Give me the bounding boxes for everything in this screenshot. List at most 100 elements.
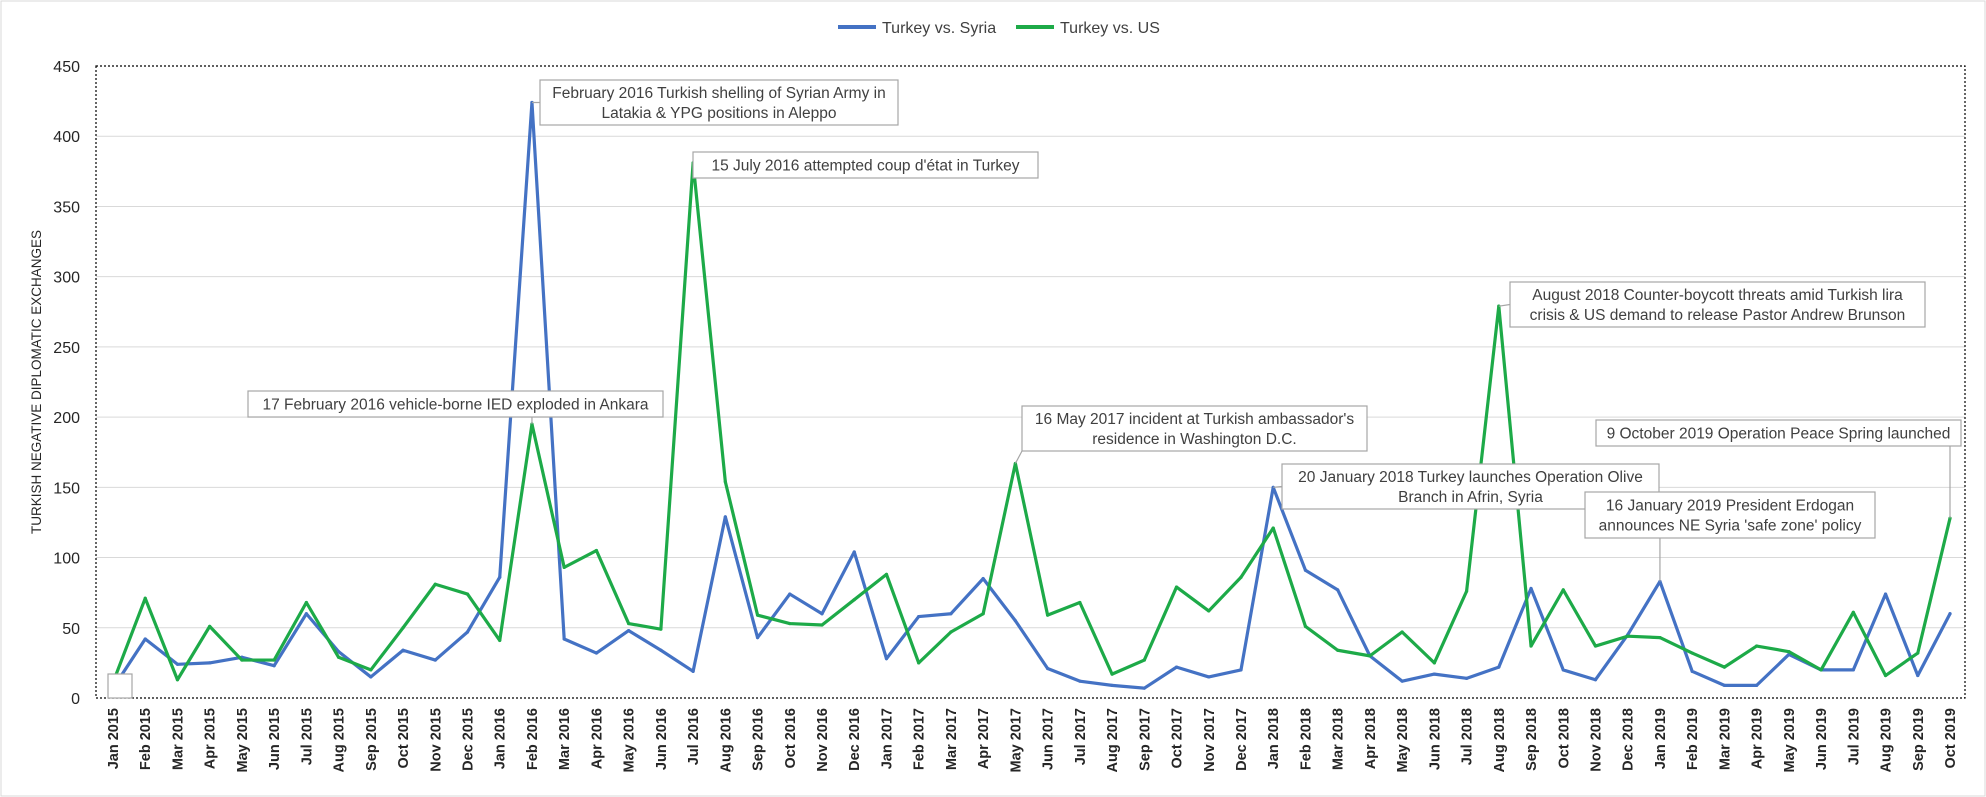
x-tick-label: Oct 2015 (396, 708, 412, 768)
x-tick-label: Dec 2016 (847, 708, 863, 771)
data-point (723, 515, 727, 519)
annotation-callout: 16 January 2019 President Erdogan announc… (1584, 491, 1876, 582)
data-point (949, 612, 953, 616)
y-tick-label: 300 (53, 270, 80, 287)
x-tick-label: Feb 2015 (138, 708, 154, 770)
data-point (175, 678, 180, 682)
data-point (1690, 651, 1694, 655)
y-tick-label: 200 (53, 410, 80, 427)
data-point (1303, 568, 1308, 572)
data-point (1851, 668, 1855, 672)
data-point (788, 592, 792, 596)
x-tick-label: Aug 2018 (1492, 708, 1508, 772)
x-tick-label: Jan 2016 (493, 708, 509, 769)
data-point (884, 657, 889, 661)
y-tick-label: 0 (71, 691, 80, 708)
data-point (1626, 634, 1630, 638)
x-tick-label: Aug 2019 (1879, 708, 1895, 772)
x-tick-label: Sep 2019 (1911, 708, 1927, 771)
data-point (1046, 613, 1050, 617)
data-point (820, 612, 824, 616)
data-point (1593, 678, 1598, 682)
data-point (1916, 651, 1920, 655)
data-point (1336, 648, 1340, 652)
annotation-box (1509, 281, 1926, 328)
x-tick-label: Aug 2015 (332, 708, 348, 772)
data-point (143, 596, 147, 600)
annotation-text: 16 May 2017 incident at Turkish ambassad… (1035, 411, 1354, 428)
data-point (1787, 650, 1791, 654)
data-point (1432, 672, 1436, 676)
annotation-box (247, 390, 664, 418)
data-point (336, 650, 341, 654)
data-point (1722, 665, 1727, 669)
y-tick-label: 450 (53, 59, 80, 76)
x-tick-label: Jan 2019 (1653, 708, 1669, 769)
data-point (1883, 673, 1888, 678)
x-tick-label: Jul 2018 (1460, 708, 1476, 765)
x-tick-label: Jun 2017 (1041, 708, 1057, 770)
data-point (852, 550, 856, 554)
y-tick-label: 400 (53, 129, 80, 146)
data-point (917, 661, 921, 665)
x-tick-label: Sep 2018 (1524, 708, 1540, 771)
x-tick-label: Mar 2017 (944, 708, 960, 770)
x-tick-label: Apr 2017 (976, 708, 992, 769)
data-point (1916, 673, 1920, 678)
data-point (465, 630, 470, 634)
x-tick-label: Jul 2015 (299, 708, 315, 765)
x-tick-label: Mar 2018 (1331, 708, 1347, 770)
annotation-leader (1014, 450, 1023, 464)
data-point (594, 651, 599, 655)
x-tick-label: May 2017 (1008, 708, 1024, 773)
data-point (1529, 644, 1533, 648)
annotation-callout: 16 May 2017 incident at Turkish ambassad… (1014, 405, 1368, 464)
x-tick-label: May 2018 (1395, 708, 1411, 773)
data-point (1464, 676, 1469, 680)
data-point (852, 598, 856, 602)
data-point (143, 637, 147, 641)
x-tick-label: Dec 2015 (461, 708, 477, 771)
x-tick-label: Apr 2015 (203, 708, 219, 769)
x-tick-label: May 2016 (622, 708, 638, 773)
y-tick-label: 150 (53, 480, 80, 497)
annotation-box (539, 79, 899, 126)
annotation-text: 20 January 2018 Turkey launches Operatio… (1298, 469, 1643, 486)
data-point (1239, 668, 1243, 672)
annotation-box (1595, 419, 1962, 447)
data-point (1400, 679, 1404, 683)
x-tick-label: Dec 2017 (1234, 708, 1250, 771)
data-point (691, 669, 695, 673)
data-point (498, 638, 502, 643)
data-point (1722, 683, 1727, 687)
data-point (369, 675, 373, 679)
data-point (1013, 619, 1017, 623)
data-point (755, 636, 760, 640)
data-point (1658, 579, 1662, 584)
annotation-leader (1498, 303, 1511, 307)
annotation-text: August 2018 Counter-boycott threats amid… (1532, 287, 1903, 304)
data-point (562, 565, 566, 569)
annotation-text: Branch in Afrin, Syria (1398, 489, 1543, 506)
data-point (1271, 526, 1275, 530)
annotation-text: residence in Washington D.C. (1092, 431, 1296, 448)
x-tick-label: Nov 2018 (1588, 708, 1604, 772)
annotation-text: announces NE Syria 'safe zone' policy (1599, 518, 1862, 535)
data-point (755, 613, 760, 617)
x-tick-label: Oct 2019 (1943, 708, 1959, 768)
y-axis: 0 50 100 150 200 250 300 350 400 450 (53, 59, 80, 708)
data-point (1368, 654, 1372, 658)
data-point (981, 577, 985, 581)
data-point (981, 612, 985, 616)
x-tick-label: Feb 2016 (525, 708, 541, 770)
data-point (1883, 592, 1888, 596)
x-tick-label: Aug 2017 (1105, 708, 1121, 772)
data-point (1110, 683, 1114, 687)
legend-label-us: Turkey vs. US (1060, 20, 1160, 37)
data-point (1497, 665, 1501, 669)
data-point (820, 623, 824, 627)
annotation-text: 15 July 2016 attempted coup d'état in Tu… (712, 158, 1020, 175)
data-point (1174, 665, 1179, 669)
legend-label-syria: Turkey vs. Syria (882, 20, 996, 37)
x-tick-label: May 2015 (235, 708, 251, 773)
